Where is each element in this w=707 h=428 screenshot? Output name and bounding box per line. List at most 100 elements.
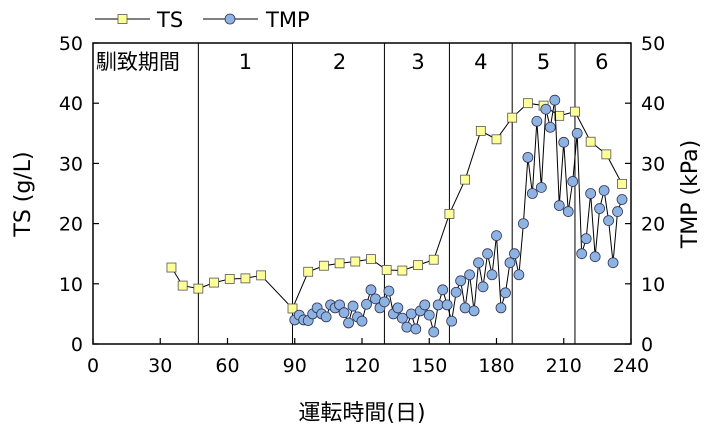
x-tick-label: 150 [411,355,447,377]
point-tmp [491,230,502,242]
point-tmp [518,218,529,230]
point-tmp [616,194,628,205]
x-tick-label: 30 [148,355,172,377]
point-tmp [392,302,404,314]
point-tmp [423,309,435,321]
point-ts [491,134,502,145]
point-ts [166,262,177,273]
point-tmp [450,286,462,298]
point-tmp [356,315,368,327]
point-tmp [343,317,354,329]
point-tmp [567,176,579,187]
axes-layer: 0 30 60 90 120 150 180 210 240010203040500102030… [59,33,665,377]
point-ts [318,260,329,271]
point-tmp [585,188,597,199]
point-tmp [598,185,610,196]
y-tick-label-right: 0 [641,334,653,356]
point-tmp [571,127,583,139]
point-tmp [549,94,561,106]
series-layer [166,94,628,338]
y-tick-label-right: 30 [641,153,665,175]
phase-label: 4 [474,50,487,74]
point-tmp [486,269,498,281]
point-tmp [396,312,408,324]
point-tmp [562,206,574,217]
point-tmp [513,269,525,281]
point-tmp [589,251,601,263]
point-ts [585,136,596,147]
y-tick-label-left: 40 [59,93,83,115]
point-tmp [522,151,534,163]
point-ts [601,149,612,160]
point-ts [428,254,439,265]
y-tick-label-right: 40 [641,93,665,115]
point-tmp [379,296,390,308]
point-tmp [459,302,471,314]
point-tmp [553,200,565,211]
point-tmp [526,188,538,199]
phase-label: 3 [411,50,424,74]
point-tmp [495,302,507,314]
point-ts [381,265,392,275]
x-tick-label: 180 [478,355,514,377]
point-tmp [401,321,413,333]
y-tick-label-right: 50 [641,33,665,55]
x-tick-label: 60 [215,355,239,377]
point-tmp [347,300,359,312]
point-tmp [455,275,467,287]
point-ts [413,260,423,271]
point-tmp [612,206,623,217]
point-tmp [383,285,395,297]
point-ts [177,280,188,291]
point-tmp [405,308,417,320]
x-tick-label: 90 [283,355,307,377]
point-tmp [607,257,619,269]
point-ts [287,303,298,314]
point-ts [522,98,533,109]
y-tick-label-left: 0 [71,334,83,356]
point-tmp [468,305,480,317]
phase-label-layer: 馴致期間 1 2 3 4 5 6 [96,50,609,74]
point-tmp [504,257,516,269]
point-tmp [603,215,614,226]
point-ts [570,106,580,117]
point-tmp [320,311,332,323]
point-tmp [509,248,520,260]
point-ts [334,258,345,269]
phase-label: 1 [239,50,252,74]
point-ts [303,266,314,277]
point-ts [460,174,471,185]
point-tmp [361,298,372,310]
point-ts [240,273,251,284]
legend-label-ts: TS [156,8,183,32]
x-tick-label: 0 [87,355,99,377]
point-ts [397,265,408,276]
point-tmp [365,284,377,296]
point-tmp [576,248,588,260]
point-tmp [441,299,453,311]
point-tmp [432,299,444,311]
point-ts [193,283,204,294]
point-tmp [558,136,570,148]
point-tmp [500,287,511,299]
point-ts [366,254,376,265]
phase-label: 馴致期間 [96,50,180,74]
point-tmp [544,121,556,133]
point-tmp [535,182,547,193]
point-ts [507,112,518,123]
plot-frame [92,42,632,345]
point-ts [224,274,235,284]
point-tmp [446,315,458,327]
point-tmp [580,233,592,245]
point-tmp [428,326,440,338]
y-tick-label-left: 20 [59,214,83,236]
point-tmp [540,103,552,115]
point-tmp [437,284,449,296]
point-tmp [370,293,381,305]
point-ts [350,256,361,267]
legend-marker-ts [117,14,128,24]
phase-label: 5 [537,50,550,74]
legend: TS TMP [95,8,310,32]
y-tick-label-right: 10 [641,274,665,296]
